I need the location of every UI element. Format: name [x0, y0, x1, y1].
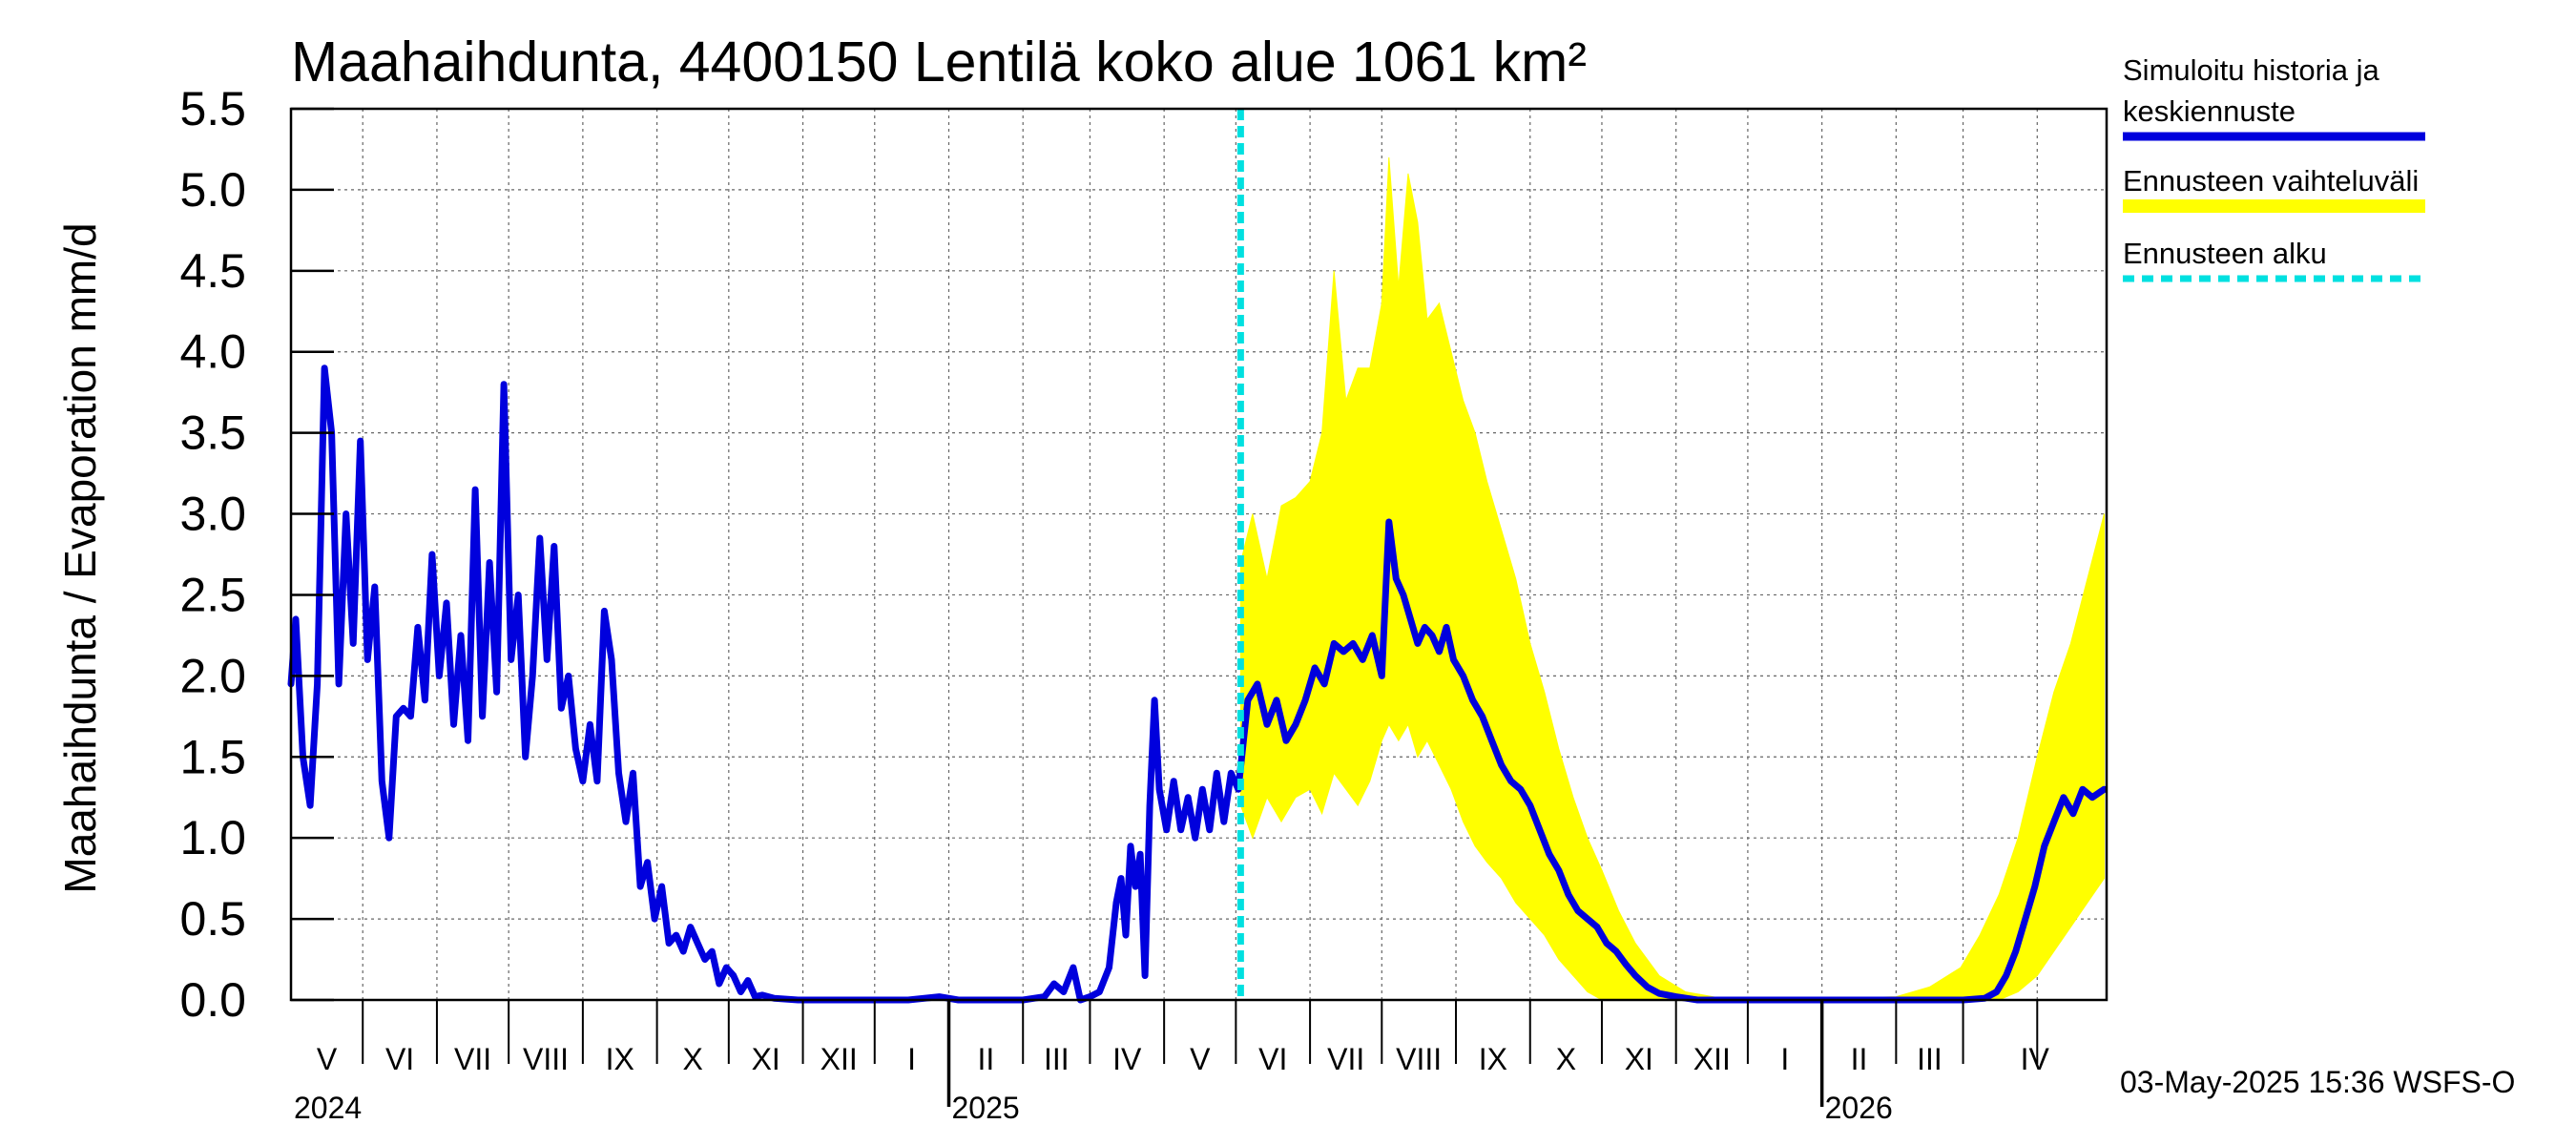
- y-tick-label: 4.0: [179, 325, 246, 379]
- series-line-simulated: [287, 364, 2108, 1004]
- month-label: IV: [1112, 1042, 1142, 1076]
- y-tick-label: 3.5: [179, 406, 246, 460]
- legend-label-history: Simuloitu historia ja: [2123, 53, 2380, 87]
- forecast-range-band: [1239, 156, 2105, 1001]
- month-label: X: [1556, 1042, 1576, 1076]
- plot-border: [289, 107, 2109, 1002]
- month-label: III: [1917, 1042, 1942, 1076]
- year-label: 2025: [951, 1091, 1019, 1125]
- y-tick-label: 5.0: [179, 163, 246, 217]
- month-label: XII: [1693, 1042, 1731, 1076]
- month-label: X: [683, 1042, 703, 1076]
- month-label: VII: [454, 1042, 491, 1076]
- year-label: 2026: [1825, 1091, 1893, 1125]
- y-tick-label: 4.5: [179, 244, 246, 298]
- month-label: VI: [1258, 1042, 1287, 1076]
- legend-label-history-2: keskiennuste: [2123, 94, 2296, 128]
- y-axis: 0.0 0.5 1.0 1.5 2.0 2.5 3.0 3.5 4.0 4.5 5.0 5.5: [179, 82, 334, 1027]
- y-tick-label: 1.5: [179, 730, 246, 783]
- month-label: V: [317, 1042, 338, 1076]
- month-label: VI: [385, 1042, 414, 1076]
- y-tick-label: 0.5: [179, 892, 246, 946]
- legend: Simuloitu historia ja keskiennuste Ennus…: [2123, 53, 2425, 282]
- y-tick-label: 0.0: [179, 973, 246, 1027]
- month-label: IX: [606, 1042, 634, 1076]
- y-tick-label: 2.0: [179, 649, 246, 702]
- month-label: VIII: [523, 1042, 569, 1076]
- month-label: XI: [1625, 1042, 1653, 1076]
- legend-label-band: Ennusteen vaihteluväli: [2123, 164, 2419, 198]
- y-tick-label: 5.5: [179, 82, 246, 135]
- forecast-band-layer: [1239, 156, 2105, 1001]
- y-tick-label: 3.0: [179, 488, 246, 541]
- x-axis: V VI VII VIII IX X XI XII I II III IV V VI VII VIII IX X X…: [294, 1000, 2050, 1125]
- month-label: I: [907, 1042, 916, 1076]
- series-layer: [287, 109, 2108, 1004]
- month-label: II: [1851, 1042, 1868, 1076]
- month-label: VII: [1327, 1042, 1364, 1076]
- grid: [291, 109, 2107, 1000]
- legend-label-forecast-start: Ennusteen alku: [2123, 237, 2327, 270]
- y-tick-label: 2.5: [179, 568, 246, 621]
- month-label: XII: [821, 1042, 858, 1076]
- month-label: XI: [752, 1042, 780, 1076]
- plot-frame: [289, 107, 2109, 1002]
- month-label: IV: [2021, 1042, 2050, 1076]
- y-axis-label: Maahaihdunta / Evaporation mm/d: [55, 222, 105, 893]
- month-label: V: [1190, 1042, 1211, 1076]
- month-label: IX: [1479, 1042, 1507, 1076]
- footer-timestamp: 03-May-2025 15:36 WSFS-O: [2120, 1065, 2515, 1099]
- chart-title: Maahaihdunta, 4400150 Lentilä koko alue …: [291, 31, 1587, 94]
- month-label: III: [1044, 1042, 1070, 1076]
- month-label: I: [1780, 1042, 1789, 1076]
- y-tick-label: 1.0: [179, 811, 246, 864]
- month-label: II: [977, 1042, 994, 1076]
- month-label: VIII: [1396, 1042, 1442, 1076]
- year-label: 2024: [294, 1091, 362, 1125]
